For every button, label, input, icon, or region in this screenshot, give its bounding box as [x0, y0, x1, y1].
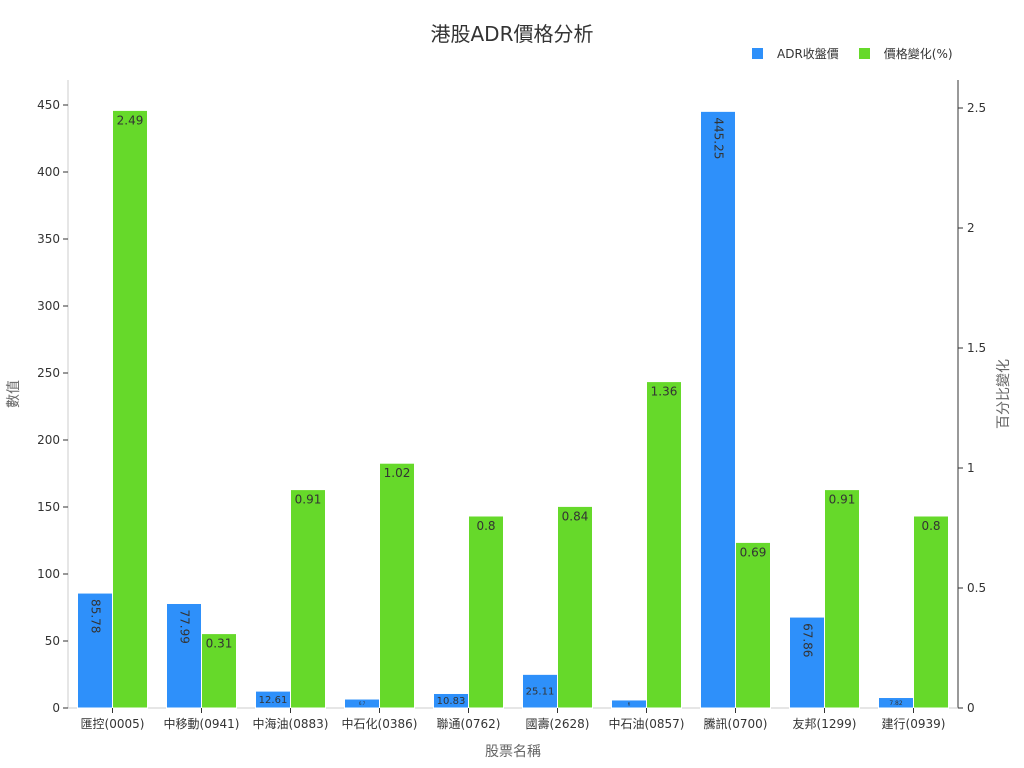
x-axis-title: 股票名稱: [485, 744, 541, 760]
x-tick-label: 友邦(1299): [793, 717, 857, 731]
y-axis-title: 數值: [6, 380, 22, 408]
legend-item-change: 價格變化(%): [858, 45, 953, 62]
x-tick-label: 中海油(0883): [253, 716, 329, 731]
y2-tick-label: 0.5: [967, 581, 986, 595]
bar-value-label: 6: [628, 701, 631, 706]
bar-price-change: [735, 541, 771, 709]
bar-value-label: 7.82: [889, 700, 903, 707]
bar-value-label: 10.83: [437, 696, 466, 707]
x-tick-label: 騰訊(0700): [704, 716, 768, 731]
bar-value-label: 2.49: [117, 113, 144, 127]
bar-value-label: 0.91: [295, 493, 322, 507]
legend-swatch-blue: [752, 48, 763, 59]
y-tick-label: 0: [52, 701, 60, 715]
bar-price-change: [379, 462, 415, 709]
bar-value-label: 0.69: [740, 545, 767, 559]
bar-price-change: [201, 633, 237, 709]
bar-price-change: [290, 489, 326, 709]
x-tick-label: 中石化(0386): [342, 716, 418, 731]
bar-value-label: 85.78: [89, 599, 103, 633]
legend: ADR收盤價 價格變化(%): [752, 45, 973, 62]
x-tick-label: 建行(0939): [882, 717, 946, 731]
y-tick-label: 450: [37, 98, 60, 112]
bar-value-label: 1.02: [384, 466, 411, 480]
bar-price-change: [913, 515, 949, 709]
bar-value-label: 67.86: [801, 623, 815, 657]
bar-price-change: [112, 109, 148, 709]
y-tick-label: 400: [37, 165, 60, 179]
y-tick-label: 50: [45, 634, 60, 648]
y2-axis-title: 百分比變化: [996, 359, 1012, 429]
x-tick-label: 中石油(0857): [609, 716, 685, 731]
y2-tick-label: 1: [967, 461, 975, 475]
bar-value-label: 0.31: [206, 637, 233, 651]
y2-tick-label: 2: [967, 221, 975, 235]
x-tick-label: 國壽(2628): [526, 716, 590, 731]
legend-label: ADR收盤價: [777, 47, 839, 61]
y-tick-label: 200: [37, 433, 60, 447]
y2-tick-label: 2.5: [967, 101, 986, 115]
x-tick-label: 中移動(0941): [164, 716, 240, 731]
legend-swatch-green: [858, 48, 870, 59]
bar-value-label: 25.11: [526, 687, 555, 698]
bar-value-label: 0.91: [829, 493, 856, 507]
bar-price-change: [824, 489, 860, 709]
y-tick-label: 100: [37, 567, 60, 581]
bar-value-label: 0.84: [562, 509, 589, 523]
legend-item-adr: ADR收盤價: [752, 45, 839, 62]
bar-value-label: 445.25: [712, 117, 726, 159]
bar-price-change: [557, 505, 593, 709]
bar-value-label: 12.61: [259, 695, 288, 706]
y-tick-label: 300: [37, 299, 60, 313]
y2-tick-label: 0: [967, 701, 975, 715]
y-tick-label: 350: [37, 232, 60, 246]
bar-value-label: 0.8: [921, 519, 940, 533]
bar-price-change: [468, 515, 504, 709]
x-tick-label: 匯控(0005): [81, 717, 145, 731]
y-tick-label: 250: [37, 366, 60, 380]
bar-adr-close: [700, 110, 736, 709]
bar-value-label: 77.99: [178, 609, 192, 643]
chart-title: 港股ADR價格分析: [430, 22, 594, 46]
bar-value-label: 6.7: [359, 701, 366, 706]
bar-adr-close: [77, 592, 113, 709]
bar-value-label: 1.36: [651, 385, 678, 399]
y-tick-label: 150: [37, 500, 60, 514]
bar-price-change: [646, 381, 682, 709]
y2-tick-label: 1.5: [967, 341, 986, 355]
bar-adr-close: [522, 673, 558, 709]
bar-value-label: 0.8: [476, 519, 495, 533]
x-tick-label: 聯通(0762): [437, 717, 501, 731]
legend-label: 價格變化(%): [883, 47, 953, 61]
